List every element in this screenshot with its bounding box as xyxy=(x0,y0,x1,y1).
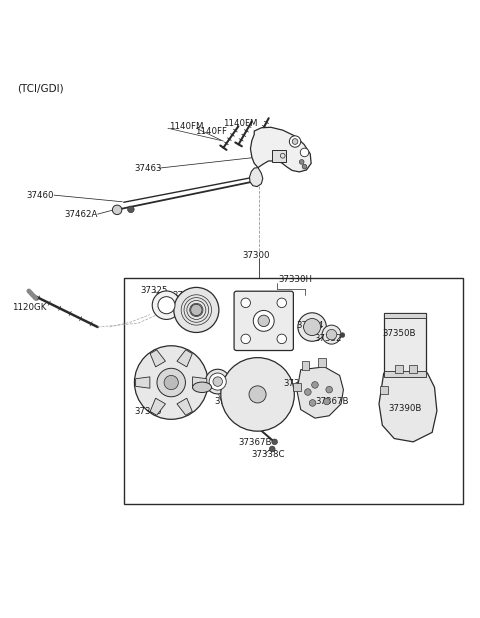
Text: 37334: 37334 xyxy=(296,321,324,330)
Circle shape xyxy=(241,298,251,308)
Circle shape xyxy=(128,206,134,213)
Circle shape xyxy=(302,164,307,169)
Text: 1140FM: 1140FM xyxy=(169,122,204,131)
Circle shape xyxy=(324,398,330,405)
Circle shape xyxy=(300,159,304,164)
Text: 1140FF: 1140FF xyxy=(195,127,228,136)
Ellipse shape xyxy=(221,358,294,431)
Circle shape xyxy=(309,400,316,406)
Polygon shape xyxy=(136,377,150,388)
Circle shape xyxy=(209,373,226,390)
Text: 37330H: 37330H xyxy=(278,275,312,284)
Circle shape xyxy=(292,138,298,145)
Text: 37300: 37300 xyxy=(242,252,270,260)
Text: 37367B: 37367B xyxy=(315,397,349,405)
Circle shape xyxy=(152,291,180,320)
Text: 37367B: 37367B xyxy=(239,438,272,447)
Text: 1140FM: 1140FM xyxy=(223,119,257,127)
Text: 37463: 37463 xyxy=(135,164,162,172)
Text: 37321A: 37321A xyxy=(173,291,206,300)
Text: 37460: 37460 xyxy=(26,190,54,200)
Circle shape xyxy=(164,375,179,390)
Circle shape xyxy=(303,318,321,336)
Ellipse shape xyxy=(134,345,208,419)
Bar xyxy=(293,384,301,391)
Polygon shape xyxy=(150,350,166,367)
Circle shape xyxy=(258,315,269,326)
Text: (TCI/GDI): (TCI/GDI) xyxy=(17,83,64,93)
Text: 37340: 37340 xyxy=(135,407,162,415)
Bar xyxy=(384,371,426,376)
Circle shape xyxy=(191,304,202,316)
Bar xyxy=(395,365,403,373)
Bar xyxy=(384,313,426,318)
Text: 37332: 37332 xyxy=(314,334,341,344)
Bar xyxy=(380,386,387,394)
Circle shape xyxy=(269,446,275,452)
Polygon shape xyxy=(177,350,192,367)
Polygon shape xyxy=(379,373,437,442)
Circle shape xyxy=(340,332,345,337)
Bar xyxy=(301,361,309,370)
Circle shape xyxy=(253,310,274,331)
Circle shape xyxy=(158,297,175,314)
Circle shape xyxy=(277,334,287,344)
Polygon shape xyxy=(297,367,343,418)
Bar xyxy=(409,365,417,373)
Bar xyxy=(384,313,426,376)
Text: 37462A: 37462A xyxy=(64,210,98,219)
Circle shape xyxy=(289,136,301,147)
Circle shape xyxy=(304,389,311,396)
Polygon shape xyxy=(251,127,311,172)
Text: 37370B: 37370B xyxy=(284,379,317,389)
Text: 37350B: 37350B xyxy=(383,329,416,338)
Circle shape xyxy=(272,439,277,445)
Bar xyxy=(124,278,463,504)
Circle shape xyxy=(205,369,230,394)
Circle shape xyxy=(112,205,122,214)
Ellipse shape xyxy=(174,287,219,332)
Text: 37342: 37342 xyxy=(215,397,242,406)
Circle shape xyxy=(157,368,185,397)
Circle shape xyxy=(298,313,326,341)
Circle shape xyxy=(249,386,266,403)
Bar xyxy=(318,358,326,367)
Bar xyxy=(272,150,286,162)
Circle shape xyxy=(277,298,287,308)
Polygon shape xyxy=(150,398,166,415)
Text: 37325: 37325 xyxy=(140,286,168,295)
Polygon shape xyxy=(250,167,263,187)
Ellipse shape xyxy=(192,382,212,392)
Circle shape xyxy=(322,325,341,344)
Text: 37390B: 37390B xyxy=(388,404,421,413)
Circle shape xyxy=(326,386,333,393)
Circle shape xyxy=(326,329,337,340)
FancyBboxPatch shape xyxy=(234,291,293,350)
Circle shape xyxy=(312,381,318,388)
Circle shape xyxy=(213,377,222,386)
Text: 1120GK: 1120GK xyxy=(12,303,47,312)
Polygon shape xyxy=(192,377,207,388)
Text: 37338C: 37338C xyxy=(251,450,285,459)
Polygon shape xyxy=(177,398,192,415)
Circle shape xyxy=(300,148,309,157)
Circle shape xyxy=(241,334,251,344)
